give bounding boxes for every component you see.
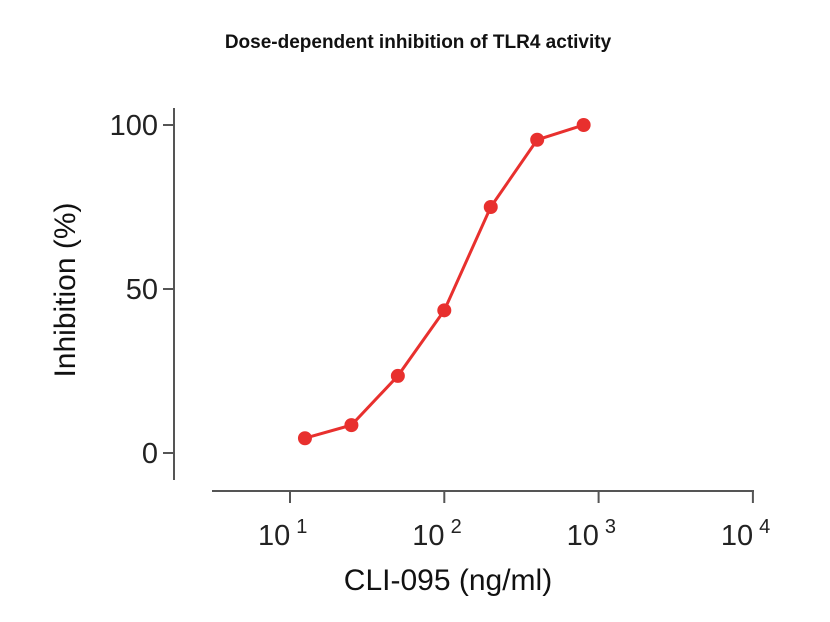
data-point [530,132,545,147]
x-tick-exponent: 3 [605,516,616,538]
series-line [304,123,585,440]
x-tick-base: 10 [721,520,753,552]
x-tick-base: 10 [567,520,599,552]
x-axis-label: CLI-095 (ng/ml) [344,564,552,597]
x-tick-exponent: 2 [451,516,462,538]
x-tick-exponent: 1 [296,516,307,538]
y-tick-label: 0 [142,438,158,470]
data-point [297,431,312,446]
data-point [483,200,498,214]
x-tick-base: 10 [258,520,290,552]
chart-title: Dose-dependent inhibition of TLR4 activi… [225,32,612,53]
x-tick-label: 10 3 [567,516,616,552]
x-tick-label: 10 1 [258,516,307,552]
x-tick-base: 10 [412,520,444,552]
data-point [390,368,405,383]
y-axis-label: Inhibition (%) [49,202,82,377]
x-tick-label: 10 4 [721,516,770,552]
x-tick-label: 10 2 [412,516,461,552]
data-point [344,418,359,433]
data-point [437,303,452,318]
y-tick-label: 100 [110,110,158,142]
data-point [576,118,591,132]
x-tick-exponent: 4 [759,516,770,538]
y-tick-label: 50 [126,274,158,306]
